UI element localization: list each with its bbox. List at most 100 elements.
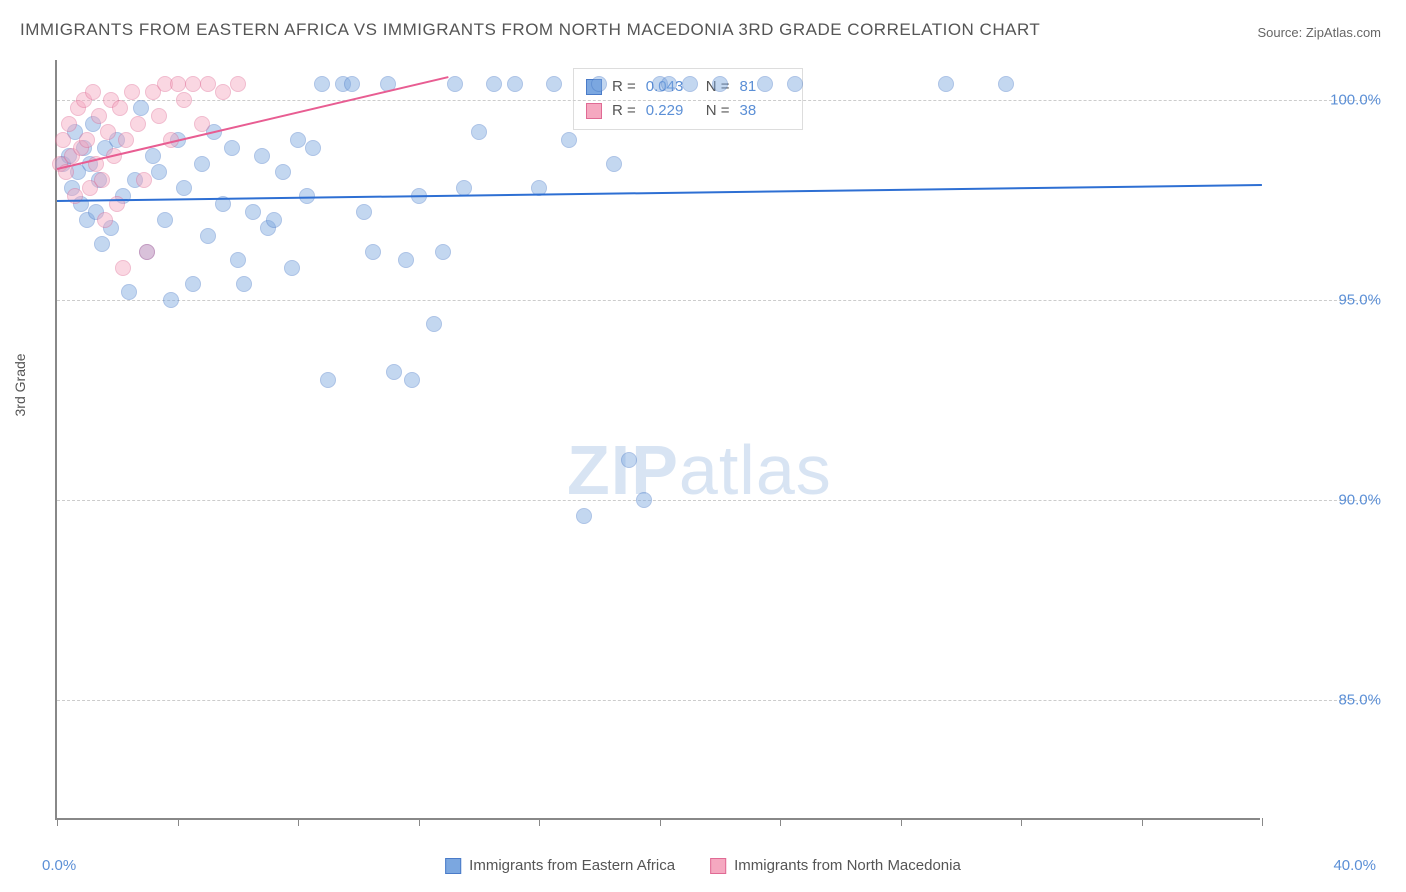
data-point <box>61 116 77 132</box>
data-point <box>200 228 216 244</box>
data-point <box>661 76 677 92</box>
y-axis-title: 3rd Grade <box>12 353 28 416</box>
stats-row: R =0.229N =38 <box>586 99 790 123</box>
data-point <box>130 116 146 132</box>
x-axis-min-label: 0.0% <box>42 857 76 874</box>
r-label: R = <box>612 75 636 99</box>
data-point <box>275 164 291 180</box>
data-point <box>682 76 698 92</box>
grid-line <box>57 700 1377 701</box>
data-point <box>398 252 414 268</box>
data-point <box>344 76 360 92</box>
data-point <box>266 212 282 228</box>
x-tick <box>1142 818 1143 826</box>
data-point <box>185 76 201 92</box>
x-tick <box>539 818 540 826</box>
data-point <box>124 84 140 100</box>
data-point <box>145 148 161 164</box>
chart-title: IMMIGRANTS FROM EASTERN AFRICA VS IMMIGR… <box>20 20 1040 40</box>
x-tick <box>57 818 58 826</box>
x-tick <box>1262 818 1263 826</box>
data-point <box>224 140 240 156</box>
x-tick <box>419 818 420 826</box>
data-point <box>486 76 502 92</box>
n-label: N = <box>706 99 730 123</box>
source-attribution: Source: ZipAtlas.com <box>1257 25 1381 40</box>
watermark: ZIPatlas <box>567 430 832 510</box>
data-point <box>157 212 173 228</box>
data-point <box>561 132 577 148</box>
data-point <box>314 76 330 92</box>
data-point <box>284 260 300 276</box>
data-point <box>356 204 372 220</box>
data-point <box>85 84 101 100</box>
y-tick-label: 95.0% <box>1338 292 1381 309</box>
legend-swatch <box>586 103 602 119</box>
y-tick-label: 85.0% <box>1338 692 1381 709</box>
data-point <box>290 132 306 148</box>
data-point <box>112 100 128 116</box>
data-point <box>712 76 728 92</box>
legend-label: Immigrants from Eastern Africa <box>469 857 675 874</box>
data-point <box>636 492 652 508</box>
data-point <box>55 132 71 148</box>
data-point <box>176 92 192 108</box>
watermark-atlas: atlas <box>679 431 832 509</box>
y-tick-label: 100.0% <box>1330 92 1381 109</box>
grid-line <box>57 100 1377 101</box>
data-point <box>404 372 420 388</box>
legend-swatch <box>710 858 726 874</box>
data-point <box>163 292 179 308</box>
data-point <box>591 76 607 92</box>
grid-line <box>57 300 1377 301</box>
watermark-zip: ZIP <box>567 431 679 509</box>
x-tick <box>1021 818 1022 826</box>
x-tick <box>660 818 661 826</box>
data-point <box>94 172 110 188</box>
trend-line <box>57 184 1262 202</box>
data-point <box>118 132 134 148</box>
data-point <box>115 260 131 276</box>
data-point <box>215 84 231 100</box>
data-point <box>787 76 803 92</box>
data-point <box>151 164 167 180</box>
x-axis-max-label: 40.0% <box>1333 857 1376 874</box>
data-point <box>236 276 252 292</box>
data-point <box>136 172 152 188</box>
data-point <box>998 76 1014 92</box>
data-point <box>245 204 261 220</box>
data-point <box>507 76 523 92</box>
data-point <box>170 76 186 92</box>
legend-item: Immigrants from Eastern Africa <box>445 857 675 874</box>
trend-line <box>57 76 449 170</box>
data-point <box>365 244 381 260</box>
series-legend: Immigrants from Eastern Africa Immigrants… <box>445 857 961 874</box>
data-point <box>200 76 216 92</box>
x-tick <box>178 818 179 826</box>
x-tick <box>298 818 299 826</box>
data-point <box>426 316 442 332</box>
data-point <box>139 244 155 260</box>
data-point <box>91 108 107 124</box>
x-tick <box>901 818 902 826</box>
legend-item: Immigrants from North Macedonia <box>710 857 961 874</box>
x-tick <box>780 818 781 826</box>
legend-swatch <box>445 858 461 874</box>
data-point <box>606 156 622 172</box>
data-point <box>546 76 562 92</box>
n-value: 38 <box>740 99 790 123</box>
data-point <box>230 252 246 268</box>
data-point <box>79 132 95 148</box>
legend-label: Immigrants from North Macedonia <box>734 857 961 874</box>
data-point <box>176 180 192 196</box>
data-point <box>254 148 270 164</box>
data-point <box>320 372 336 388</box>
y-tick-label: 90.0% <box>1338 492 1381 509</box>
plot-area: ZIPatlas R =0.043N =81R =0.229N =38 <box>55 60 1260 820</box>
data-point <box>230 76 246 92</box>
data-point <box>757 76 773 92</box>
data-point <box>185 276 201 292</box>
data-point <box>305 140 321 156</box>
r-value: 0.229 <box>646 99 696 123</box>
data-point <box>938 76 954 92</box>
